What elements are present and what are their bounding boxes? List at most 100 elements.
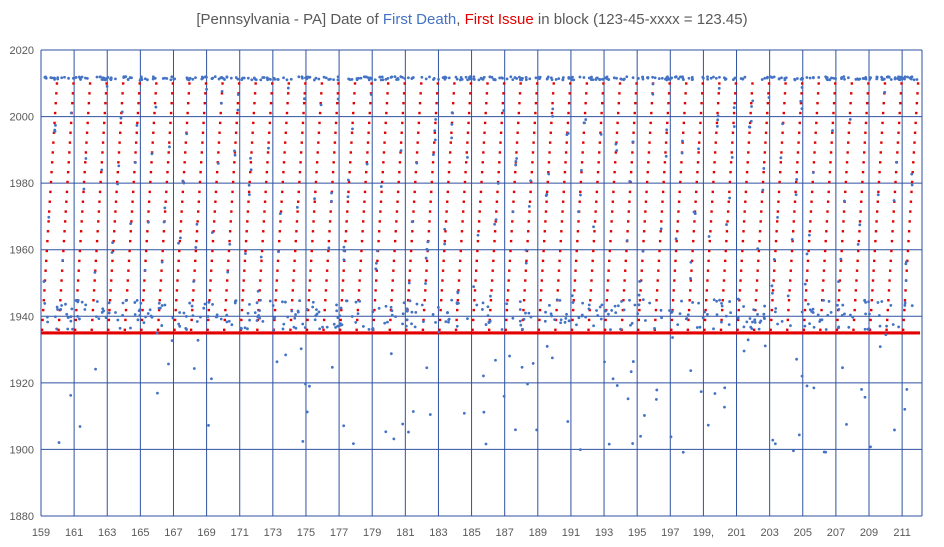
first-issue-point [396,200,399,203]
x-tick-label: 211 [893,527,911,539]
first-issue-point [645,180,649,184]
first-issue-point [379,200,383,203]
first-death-point [906,75,909,79]
first-issue-point [318,121,321,125]
first-issue-point [661,200,664,203]
first-death-point [216,161,220,165]
first-issue-point [691,331,695,335]
first-issue-point [383,331,387,335]
first-issue-point [422,308,426,312]
first-issue-point [701,82,704,85]
first-issue-point [658,331,662,335]
first-death-point [489,294,492,298]
first-issue-point [441,279,444,282]
first-issue-point [363,331,367,335]
first-issue-point [107,318,111,322]
first-issue-point [706,331,710,335]
first-death-point [282,76,285,80]
first-issue-point [275,279,279,282]
first-death-point [893,428,896,432]
first-death-point [210,77,214,81]
first-issue-point [149,180,152,184]
first-death-point [250,78,254,82]
first-issue-point [412,200,416,203]
first-issue-point [781,331,785,335]
first-death-point [882,77,886,81]
first-death-point [450,122,454,126]
first-issue-point [98,200,101,203]
first-issue-point [611,210,614,213]
first-issue-point [889,259,892,263]
first-issue-point [289,331,293,335]
first-death-point [257,314,261,317]
first-death-point [407,430,410,434]
first-death-point [502,109,506,112]
first-issue-point [542,249,545,253]
first-death-point [864,312,868,316]
first-death-point [370,77,374,80]
first-issue-point [190,331,194,335]
first-issue-point [532,131,536,134]
first-issue-point [806,259,810,263]
first-death-point [596,314,600,317]
first-issue-point [820,331,824,335]
first-issue-point [396,190,400,194]
first-issue-point [52,131,56,134]
first-death-point [160,304,164,307]
first-issue-point [700,331,704,335]
first-issue-point [304,82,307,85]
first-issue-point [166,170,169,174]
first-issue-point [874,239,877,243]
first-issue-point [864,121,868,125]
first-issue-point [86,121,89,125]
first-issue-point [560,220,564,223]
first-issue-point [88,82,92,85]
first-death-point [603,360,606,364]
y-tick-label: 1900 [10,444,34,456]
first-issue-point [750,92,754,95]
first-issue-point [253,101,256,105]
first-issue-point [416,141,419,144]
first-death-point [405,309,409,313]
first-issue-point [806,269,809,272]
first-death-point [54,123,57,127]
first-issue-point [783,101,786,105]
first-issue-point [126,279,130,282]
first-issue-point [764,331,768,335]
first-death-point [587,76,591,80]
first-death-point [367,327,371,331]
first-issue-point [499,141,502,144]
first-issue-point [337,82,340,85]
first-issue-point [796,331,800,335]
first-death-point [841,303,845,307]
first-issue-point [431,170,434,174]
first-death-point [258,309,261,312]
first-issue-point [57,328,60,331]
first-issue-point [334,331,338,335]
first-issue-point [648,141,651,144]
first-issue-point [613,331,617,335]
first-issue-point [114,200,118,203]
first-death-point [381,78,385,82]
first-issue-point [175,331,179,335]
first-issue-point [744,190,748,194]
first-issue-point [339,318,342,322]
first-death-point [285,78,289,82]
first-issue-point [60,331,64,335]
first-death-point [877,314,881,317]
first-issue-point [544,331,548,335]
first-death-point [384,304,388,308]
first-issue-point [571,308,575,312]
first-issue-point [799,331,803,335]
first-issue-point [85,141,88,144]
first-issue-point [141,299,145,302]
first-issue-point [913,131,917,134]
first-issue-point [198,331,202,335]
first-issue-point [262,220,266,223]
first-issue-point [164,200,167,203]
first-issue-point [49,331,53,335]
first-death-point [500,328,504,331]
first-issue-point [438,318,442,322]
first-death-point [697,301,700,305]
first-issue-point [604,331,608,335]
